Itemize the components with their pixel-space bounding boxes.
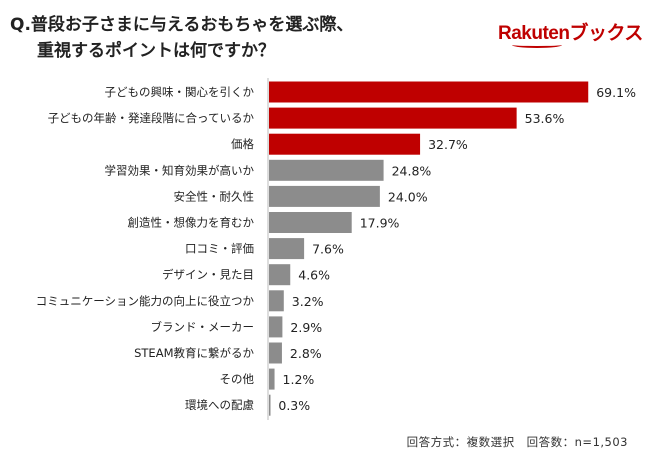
category-label: その他 [220, 372, 255, 386]
bar [269, 185, 380, 207]
bar [269, 290, 284, 312]
value-label: 3.2% [292, 294, 324, 309]
bar [269, 212, 352, 233]
value-label: 69.1% [596, 85, 636, 100]
value-label: 24.0% [388, 189, 428, 204]
value-label: 1.2% [283, 372, 315, 387]
category-label: ブランド・メーカー [151, 320, 255, 334]
bar [269, 133, 421, 155]
category-label: STEAM教育に繋がるか [134, 346, 254, 360]
question-title: Q.普段お子さまに与えるおもちゃを選ぶ際、 重視するポイントは何ですか？ [10, 12, 353, 64]
category-label: コミュニケーション能力の向上に役立つか [36, 294, 255, 308]
value-label: 0.3% [278, 398, 310, 413]
bar [269, 368, 275, 390]
value-label: 2.9% [290, 320, 322, 335]
bar [269, 316, 283, 338]
category-label: 学習効果・知育効果が高いか [105, 163, 255, 177]
value-label: 53.6% [525, 111, 565, 126]
category-label: 創造性・想像力を育むか [128, 216, 255, 230]
bar [269, 238, 305, 260]
rakuten-books-logo: Rakutenブックス [498, 18, 643, 48]
category-label: 子どもの年齢・発達段階に合っているか [48, 111, 255, 125]
value-label: 7.6% [312, 242, 344, 257]
value-label: 17.9% [360, 216, 400, 231]
title-line-2: 重視するポイントは何ですか？ [37, 41, 275, 61]
bar [269, 107, 517, 129]
title-line-1: Q.普段お子さまに与えるおもちゃを選ぶ際、 [10, 15, 354, 35]
value-label: 2.8% [290, 346, 322, 361]
bar [269, 394, 271, 416]
category-label: デザイン・見た目 [162, 268, 254, 282]
survey-note: 回答方式：複数選択 回答数：n=1,503 [406, 435, 628, 449]
bar [269, 159, 384, 181]
bar [269, 342, 282, 364]
bar [269, 81, 589, 103]
value-label: 32.7% [428, 137, 468, 152]
value-label: 24.8% [392, 163, 432, 178]
category-label: 口コミ・評価 [185, 242, 254, 256]
category-label: 安全性・耐久性 [174, 189, 255, 203]
bar [269, 264, 291, 286]
category-label: 子どもの興味・関心を引くか [105, 85, 255, 99]
category-label: 環境への配慮 [185, 398, 254, 412]
category-label: 価格 [231, 137, 254, 151]
logo-swoosh [512, 42, 562, 48]
value-label: 4.6% [298, 268, 330, 283]
